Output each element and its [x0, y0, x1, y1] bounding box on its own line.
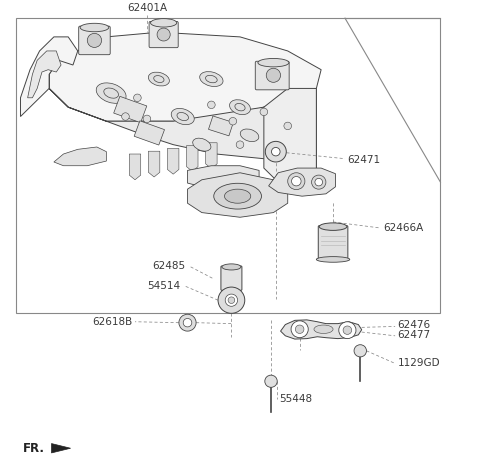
Circle shape — [284, 122, 291, 130]
Ellipse shape — [319, 223, 347, 230]
Ellipse shape — [177, 112, 189, 120]
Polygon shape — [269, 168, 336, 196]
Ellipse shape — [314, 325, 333, 334]
Circle shape — [339, 322, 356, 338]
Circle shape — [291, 176, 301, 186]
Ellipse shape — [104, 88, 119, 98]
Circle shape — [288, 173, 305, 190]
Ellipse shape — [240, 129, 259, 142]
Circle shape — [143, 115, 151, 123]
Text: 62477: 62477 — [397, 330, 431, 340]
Polygon shape — [49, 74, 316, 182]
Text: 62471: 62471 — [348, 155, 381, 164]
Text: 62401A: 62401A — [127, 3, 167, 13]
Circle shape — [229, 118, 237, 125]
Circle shape — [236, 141, 244, 148]
Polygon shape — [168, 148, 179, 174]
Circle shape — [272, 147, 280, 156]
Ellipse shape — [222, 264, 241, 270]
Text: 62485: 62485 — [152, 262, 185, 272]
Ellipse shape — [151, 18, 177, 27]
Circle shape — [265, 141, 286, 162]
Circle shape — [312, 175, 326, 189]
Circle shape — [291, 321, 308, 337]
Circle shape — [183, 319, 192, 327]
Polygon shape — [129, 154, 141, 180]
Polygon shape — [187, 146, 198, 172]
Circle shape — [354, 345, 366, 357]
Circle shape — [295, 325, 304, 334]
Ellipse shape — [229, 100, 251, 115]
FancyBboxPatch shape — [79, 26, 110, 55]
Circle shape — [260, 108, 268, 116]
Polygon shape — [28, 51, 61, 98]
Ellipse shape — [200, 72, 223, 86]
FancyBboxPatch shape — [318, 226, 348, 260]
Circle shape — [121, 113, 129, 120]
Circle shape — [218, 287, 245, 313]
Text: 1129GD: 1129GD — [397, 358, 440, 368]
Polygon shape — [54, 147, 107, 166]
Circle shape — [228, 297, 235, 303]
Text: 62618B: 62618B — [92, 317, 132, 327]
Polygon shape — [114, 96, 147, 123]
Ellipse shape — [192, 138, 211, 151]
Circle shape — [133, 94, 141, 101]
Ellipse shape — [96, 83, 126, 103]
FancyBboxPatch shape — [221, 266, 242, 291]
Circle shape — [265, 375, 277, 387]
Polygon shape — [49, 32, 321, 121]
Ellipse shape — [171, 109, 194, 125]
Polygon shape — [205, 143, 217, 169]
Polygon shape — [21, 37, 78, 117]
Circle shape — [315, 178, 323, 186]
Bar — [16, 18, 441, 313]
Ellipse shape — [235, 103, 245, 111]
Ellipse shape — [80, 23, 109, 32]
Polygon shape — [281, 320, 362, 339]
Polygon shape — [134, 121, 165, 145]
Text: 62466A: 62466A — [383, 223, 423, 233]
Polygon shape — [148, 151, 160, 177]
FancyBboxPatch shape — [255, 61, 289, 90]
Text: FR.: FR. — [23, 442, 45, 455]
Polygon shape — [188, 166, 259, 189]
Circle shape — [343, 326, 352, 334]
Ellipse shape — [225, 189, 251, 203]
Circle shape — [225, 294, 238, 306]
FancyBboxPatch shape — [149, 21, 178, 48]
Text: 55448: 55448 — [279, 393, 312, 403]
Ellipse shape — [214, 183, 262, 209]
Ellipse shape — [316, 256, 350, 262]
Circle shape — [157, 28, 170, 41]
Polygon shape — [51, 444, 71, 453]
Ellipse shape — [258, 58, 289, 67]
Polygon shape — [188, 173, 288, 217]
Text: 54514: 54514 — [147, 281, 180, 291]
Ellipse shape — [154, 76, 164, 82]
Text: 62476: 62476 — [397, 320, 431, 330]
Circle shape — [179, 314, 196, 331]
Ellipse shape — [148, 72, 169, 86]
Polygon shape — [208, 116, 233, 136]
Circle shape — [87, 33, 102, 47]
Ellipse shape — [205, 75, 217, 83]
Polygon shape — [264, 89, 316, 191]
Circle shape — [207, 101, 215, 109]
Circle shape — [266, 68, 281, 82]
